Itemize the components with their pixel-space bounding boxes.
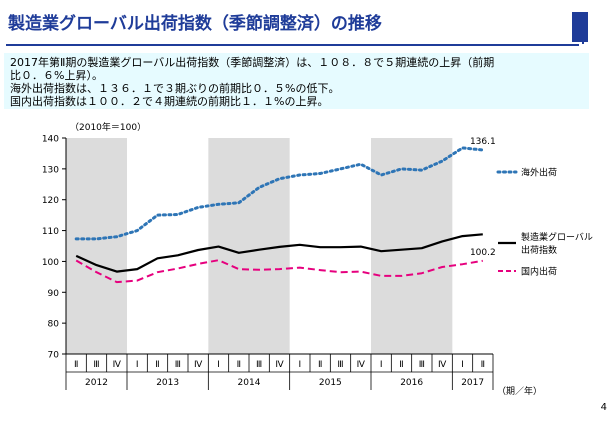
quarter-label: Ⅰ — [461, 360, 464, 370]
quarter-label: Ⅰ — [299, 360, 302, 370]
page-title: 製造業グローバル出荷指数（季節調整済）の推移 — [8, 14, 382, 34]
y-tick-label: 90 — [48, 289, 60, 299]
quarter-label: Ⅲ — [93, 360, 99, 370]
year-band — [371, 138, 453, 354]
summary-line: 海外出荷指数は、１３６．１で３期ぶりの前期比０．５%の低下。 — [10, 82, 340, 95]
y-tick-label: 120 — [42, 196, 59, 206]
y-tick-label: 70 — [48, 351, 60, 361]
data-label: 100.2 — [470, 248, 496, 258]
summary-box: 2017年第Ⅱ期の製造業グローバル出荷指数（季節調整済）は、１０８．８で５期連続… — [4, 53, 589, 109]
summary-line: 国内出荷指数は１００．２で４期連続の前期比１．１%の上昇。 — [10, 95, 329, 108]
series-line-0 — [74, 146, 485, 241]
y-tick-label: 110 — [42, 227, 59, 237]
data-label: 136.1 — [470, 137, 496, 147]
summary-line: 比０．６%上昇）。 — [10, 69, 103, 82]
year-label: 2013 — [156, 378, 179, 388]
year-label: 2015 — [319, 378, 342, 388]
corner-decoration — [572, 12, 588, 42]
legend-label: 製造業グローバル — [521, 231, 593, 243]
year-label: 2016 — [400, 378, 423, 388]
page-number: 4 — [600, 402, 607, 413]
quarter-label: Ⅱ — [481, 360, 485, 370]
quarter-label: Ⅲ — [256, 360, 262, 370]
quarter-label: Ⅱ — [155, 360, 159, 370]
summary-line: 2017年第Ⅱ期の製造業グローバル出荷指数（季節調整済）は、１０８．８で５期連続… — [10, 56, 495, 69]
year-label: 2014 — [238, 378, 261, 388]
series-line-2 — [75, 259, 483, 284]
quarter-label: Ⅳ — [275, 360, 284, 370]
y-tick-label: 80 — [48, 320, 60, 330]
quarter-label: Ⅲ — [175, 360, 181, 370]
quarter-label: Ⅱ — [237, 360, 241, 370]
quarter-label: Ⅳ — [194, 360, 203, 370]
legend-label: 出荷指数 — [521, 244, 557, 256]
quarter-label: Ⅲ — [419, 360, 425, 370]
year-band — [208, 138, 290, 354]
quarter-label: Ⅰ — [380, 360, 383, 370]
quarter-label: Ⅱ — [318, 360, 322, 370]
y-unit-label: （2010年＝100） — [70, 121, 146, 133]
quarter-label: Ⅰ — [136, 360, 139, 370]
quarter-label: Ⅱ — [74, 360, 78, 370]
corner-dot — [582, 42, 584, 44]
quarter-label: Ⅱ — [399, 360, 403, 370]
y-tick-label: 100 — [42, 258, 59, 268]
quarter-label: Ⅳ — [438, 360, 447, 370]
x-unit-label: （期／年） — [497, 385, 542, 397]
year-label: 2017 — [461, 378, 484, 388]
legend-label: 国内出荷 — [521, 266, 557, 278]
year-band — [66, 138, 127, 354]
quarter-label: Ⅳ — [113, 360, 122, 370]
y-tick-label: 140 — [42, 135, 59, 145]
y-tick-label: 130 — [42, 165, 59, 175]
legend-label: 海外出荷 — [521, 167, 557, 179]
quarter-label: Ⅳ — [357, 360, 366, 370]
series-line-1 — [75, 233, 483, 273]
quarter-label: Ⅰ — [217, 360, 220, 370]
year-label: 2012 — [85, 378, 108, 388]
quarter-label: Ⅲ — [337, 360, 343, 370]
title-underline — [6, 44, 579, 46]
